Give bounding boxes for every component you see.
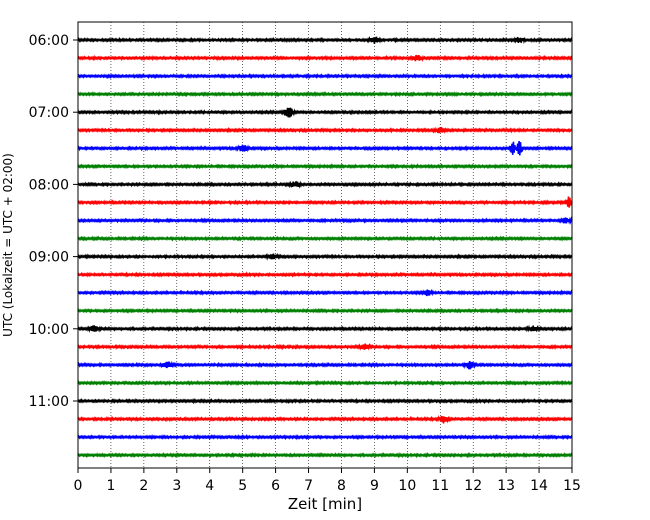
trace-0945 <box>77 307 573 314</box>
x-tick-label: 15 <box>563 478 581 494</box>
x-tick-label: 0 <box>74 478 83 494</box>
x-tick-label: 9 <box>370 478 379 494</box>
trace-0715 <box>77 126 573 135</box>
x-tick-label: 12 <box>464 478 482 494</box>
trace-1145 <box>77 452 573 459</box>
trace-1115 <box>77 414 573 424</box>
x-tick-label: 14 <box>530 478 548 494</box>
y-tick-label: 11:00 <box>29 394 69 410</box>
trace-0815 <box>77 196 573 208</box>
trace-0900 <box>77 252 573 261</box>
x-tick-label: 4 <box>205 478 214 494</box>
vertical-grid <box>110 22 540 468</box>
trace-0915 <box>77 271 573 278</box>
y-axis-label: UTC (Lokalzeit = UTC + 02:00) <box>1 153 15 337</box>
y-tick-label: 09:00 <box>29 250 69 266</box>
trace-0800 <box>77 180 573 189</box>
x-axis-ticks: 0 1 2 3 4 5 6 7 8 9 10 11 12 13 14 15 <box>74 468 581 494</box>
x-tick-label: 10 <box>398 478 416 494</box>
trace-0930 <box>77 288 573 297</box>
x-tick-label: 7 <box>304 478 313 494</box>
plot-frame <box>77 21 573 469</box>
y-tick-label: 10:00 <box>29 322 69 338</box>
trace-0600 <box>77 35 573 45</box>
trace-0645 <box>77 91 573 98</box>
trace-0830 <box>77 216 573 225</box>
x-tick-label: 13 <box>497 478 515 494</box>
trace-1045 <box>77 379 573 387</box>
x-axis-label: Zeit [min] <box>288 495 362 513</box>
x-tick-label: 5 <box>238 478 247 494</box>
trace-0730 <box>77 141 573 156</box>
trace-0700 <box>77 107 573 118</box>
trace-1100 <box>77 397 573 405</box>
y-tick-label: 08:00 <box>29 177 69 193</box>
trace-1000 <box>77 324 573 333</box>
x-tick-label: 1 <box>106 478 115 494</box>
trace-1015 <box>77 342 573 351</box>
trace-1030 <box>77 360 573 370</box>
trace-0745 <box>77 163 573 170</box>
x-tick-label: 3 <box>172 478 181 494</box>
x-tick-label: 6 <box>271 478 280 494</box>
trace-0615 <box>77 54 573 63</box>
x-tick-label: 2 <box>139 478 148 494</box>
y-tick-label: 07:00 <box>29 105 69 121</box>
x-tick-label: 11 <box>431 478 449 494</box>
y-axis-ticks: 06:00 07:00 08:00 09:00 10:00 11:00 <box>29 33 78 410</box>
seismogram-traces <box>77 35 573 459</box>
y-tick-label: 06:00 <box>29 33 69 49</box>
trace-0630 <box>77 72 573 80</box>
trace-1130 <box>77 433 573 441</box>
x-tick-label: 8 <box>337 478 346 494</box>
trace-0845 <box>77 235 573 242</box>
